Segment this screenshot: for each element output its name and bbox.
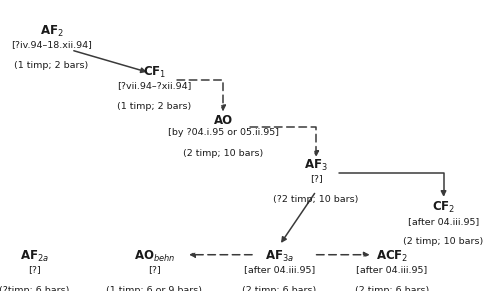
Text: AF$_{2a}$: AF$_{2a}$ xyxy=(20,249,49,264)
Text: (2 timp; 10 bars): (2 timp; 10 bars) xyxy=(183,149,263,158)
Text: CF$_2$: CF$_2$ xyxy=(432,200,455,215)
Text: [after 04.iii.95]: [after 04.iii.95] xyxy=(244,265,315,274)
Text: AF$_2$: AF$_2$ xyxy=(40,24,64,39)
Text: AF$_{3a}$: AF$_{3a}$ xyxy=(265,249,294,264)
Text: [by ?04.i.95 or 05.ii.95]: [by ?04.i.95 or 05.ii.95] xyxy=(168,128,278,137)
Text: [?]: [?] xyxy=(28,265,41,274)
Text: (1 timp; 6 or 9 bars): (1 timp; 6 or 9 bars) xyxy=(106,286,202,291)
Text: (2 timp; 6 bars): (2 timp; 6 bars) xyxy=(355,286,429,291)
Text: (2 timp; 6 bars): (2 timp; 6 bars) xyxy=(242,286,316,291)
Text: [?iv.94–18.xii.94]: [?iv.94–18.xii.94] xyxy=(11,40,92,49)
Text: (1 timp; 2 bars): (1 timp; 2 bars) xyxy=(14,61,88,70)
Text: [?]: [?] xyxy=(148,265,161,274)
Text: (?timp; 6 bars): (?timp; 6 bars) xyxy=(0,286,70,291)
Text: AO$_{behn}$: AO$_{behn}$ xyxy=(134,249,175,264)
Text: [after 04.iii.95]: [after 04.iii.95] xyxy=(356,265,428,274)
Text: (2 timp; 10 bars): (2 timp; 10 bars) xyxy=(404,237,483,246)
Text: ACF$_2$: ACF$_2$ xyxy=(376,249,408,264)
Text: (?2 timp; 10 bars): (?2 timp; 10 bars) xyxy=(274,195,359,203)
Text: [?vii.94–?xii.94]: [?vii.94–?xii.94] xyxy=(118,81,192,90)
Text: AF$_3$: AF$_3$ xyxy=(304,157,328,173)
Text: [after 04.iii.95]: [after 04.iii.95] xyxy=(408,217,479,226)
Text: [?]: [?] xyxy=(310,174,322,183)
Text: (1 timp; 2 bars): (1 timp; 2 bars) xyxy=(118,102,192,111)
Text: AO: AO xyxy=(214,114,233,127)
Text: CF$_1$: CF$_1$ xyxy=(143,65,166,80)
